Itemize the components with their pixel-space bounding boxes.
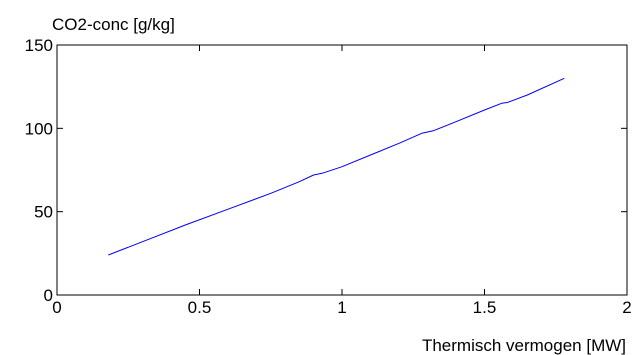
x-tick-label: 1.5 bbox=[473, 298, 497, 317]
series-layer bbox=[108, 77, 565, 256]
y-tick-label: 100 bbox=[25, 119, 53, 138]
x-axis-title: Thermisch vermogen [MW] bbox=[422, 336, 626, 355]
y-axis-title: CO2-conc [g/kg] bbox=[52, 15, 175, 34]
plot-frame bbox=[56, 44, 628, 296]
y-axis: 0 50 100 150 bbox=[25, 36, 627, 305]
x-axis: 0 0.5 1 1.5 2 bbox=[52, 45, 632, 317]
x-tick-label: 0.5 bbox=[188, 298, 212, 317]
x-tick-label: 1 bbox=[337, 298, 346, 317]
plot-area bbox=[56, 44, 628, 296]
y-tick-label: 0 bbox=[44, 286, 53, 305]
y-tick-label: 50 bbox=[34, 203, 53, 222]
x-tick-label: 0 bbox=[52, 298, 61, 317]
series-line bbox=[108, 77, 565, 256]
y-tick-label: 150 bbox=[25, 36, 53, 55]
x-tick-label: 2 bbox=[622, 298, 631, 317]
